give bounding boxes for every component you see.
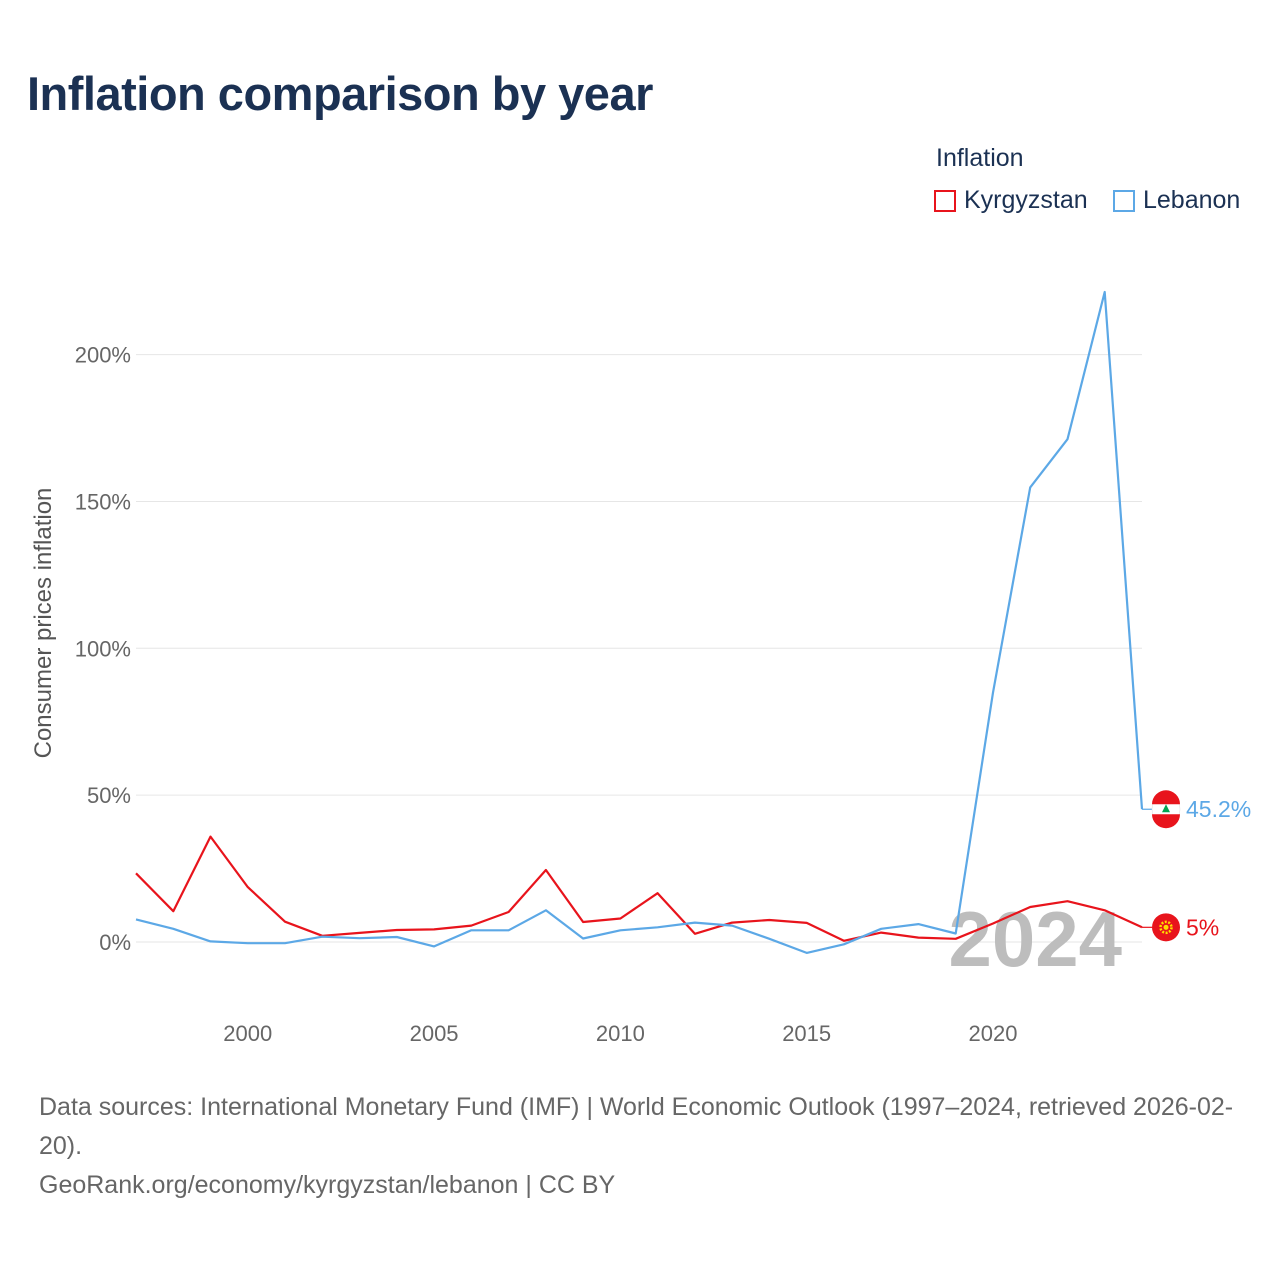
chart-title: Inflation comparison by year	[27, 67, 653, 120]
x-tick-label: 2005	[410, 1021, 459, 1046]
x-tick-label: 2015	[782, 1021, 831, 1046]
legend-item-kyrgyzstan[interactable]: Kyrgyzstan	[934, 186, 1088, 215]
x-axis-ticks: 2000 2005 2010 2015 2020	[223, 1021, 1017, 1046]
end-label-kyrgyzstan: 5%	[1186, 914, 1219, 940]
legend-title: Inflation	[936, 144, 1024, 172]
data-sources-text: Data sources: International Monetary Fun…	[39, 1093, 1234, 1160]
x-tick-label: 2020	[968, 1021, 1017, 1046]
end-labels: 5% 45.2%	[1142, 790, 1251, 942]
gridlines	[136, 354, 1142, 943]
series-line-lebanon	[135, 290, 1144, 955]
series-line-kyrgyzstan	[135, 835, 1143, 942]
line-chart: 0% 50% 100% 150% 200% 2000 2005 2010 2015 2020 C…	[30, 290, 1251, 1046]
credit-link[interactable]: GeoRank.org/economy/kyrgyzstan/lebanon |…	[39, 1171, 616, 1199]
legend-label-lebanon: Lebanon	[1143, 186, 1241, 214]
y-axis-ticks: 0% 50% 100% 150% 200%	[75, 343, 131, 955]
y-tick-label: 0%	[99, 930, 131, 955]
y-tick-label: 50%	[87, 783, 131, 808]
y-tick-label: 100%	[75, 636, 131, 661]
legend-label-kyrgyzstan: Kyrgyzstan	[964, 186, 1088, 214]
x-tick-label: 2010	[596, 1021, 645, 1046]
current-year-watermark: 2024	[948, 895, 1122, 983]
y-tick-label: 150%	[75, 489, 131, 514]
flag-lebanon-icon	[1151, 790, 1181, 829]
y-axis-label: Consumer prices inflation	[30, 488, 57, 759]
legend-swatch-lebanon	[1113, 189, 1135, 212]
end-label-lebanon: 45.2%	[1186, 796, 1251, 822]
series-lines	[135, 290, 1144, 955]
flag-kyrgyzstan-icon	[1152, 913, 1180, 942]
footer: Data sources: International Monetary Fun…	[39, 1088, 1249, 1205]
legend-swatch-kyrgyzstan	[934, 189, 956, 212]
x-tick-label: 2000	[223, 1021, 272, 1046]
y-tick-label: 200%	[75, 343, 131, 368]
legend-item-lebanon[interactable]: Lebanon	[1113, 186, 1240, 215]
